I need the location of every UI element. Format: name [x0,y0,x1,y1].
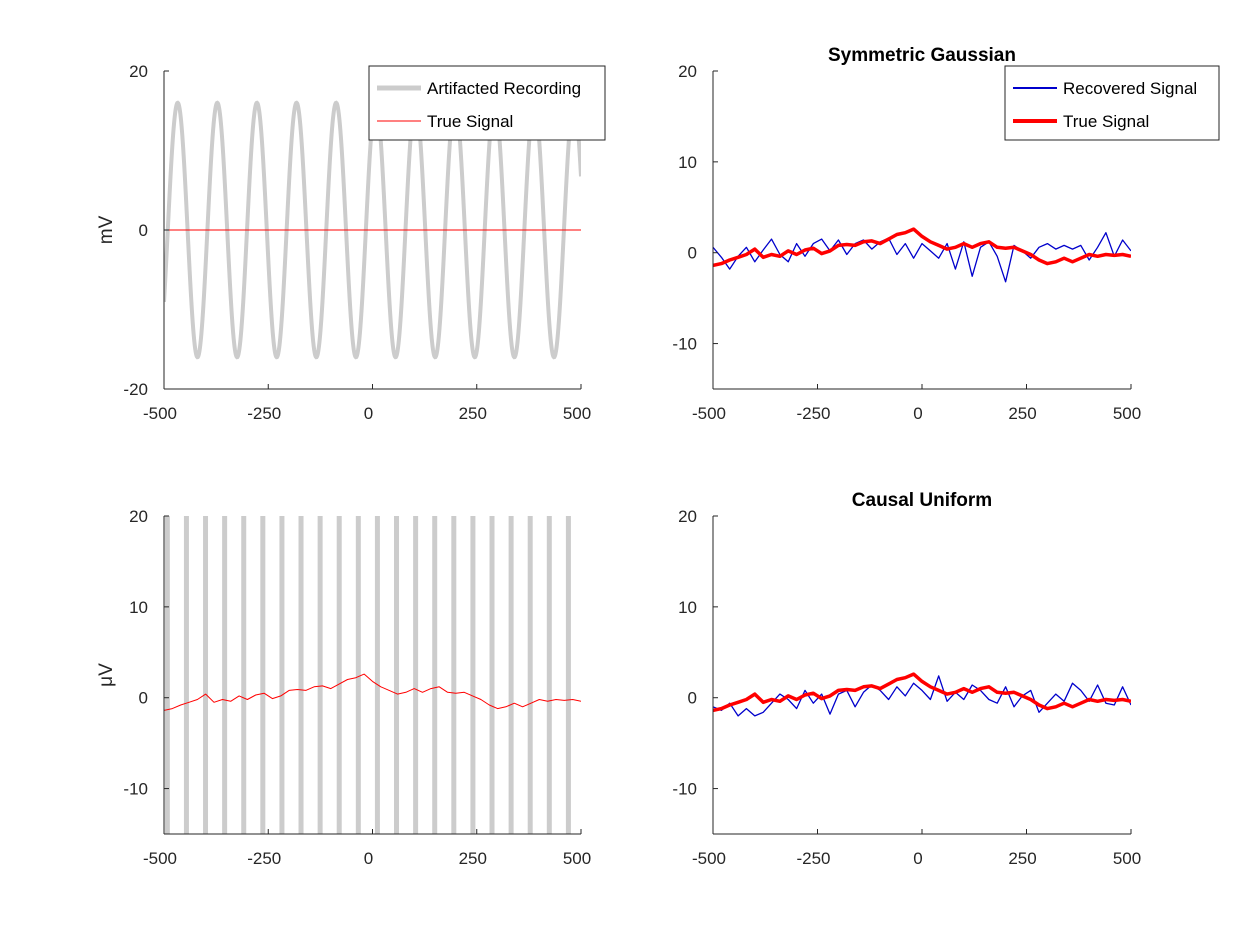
legend: Recovered Signal True Signal [1004,65,1220,141]
legend-label: True Signal [427,112,513,131]
panel-1: -500 -250 0 250 500 -20 0 20 mV Artifacted Record… [96,62,606,423]
legend-box [368,65,606,141]
legend-label: True Signal [1063,112,1149,131]
x-tick-label: -500 [692,404,726,423]
x-tick-label: -250 [247,849,281,868]
x-tick-label: 500 [563,849,591,868]
plot-area [713,227,1131,283]
spike-17 [489,516,495,834]
plot-area [164,516,581,834]
y-tick-label: -10 [672,780,697,799]
series-line-0 [713,232,1131,283]
spike-4 [241,516,247,834]
plot-area [713,672,1131,717]
spike-7 [298,516,304,834]
x-tick-label: -500 [143,849,177,868]
spike-14 [432,516,438,834]
series-line-1 [713,227,1131,268]
y-tick-label: 10 [129,598,148,617]
spike-13 [413,516,419,834]
spike-2 [203,516,209,834]
x-tick-label: -500 [692,849,726,868]
spike-0 [164,516,170,834]
x-tick-label: 0 [913,849,922,868]
y-axis-label: μV [96,663,117,687]
y-tick-label: 0 [139,689,148,708]
y-tick-label: 0 [688,689,697,708]
spike-15 [451,516,457,834]
x-tick-label: 0 [913,404,922,423]
spike-10 [355,516,361,834]
series-line-0 [713,675,1131,717]
y-tick-label: -20 [123,380,148,399]
spike-19 [527,516,533,834]
spike-6 [279,516,285,834]
x-tick-label: 0 [364,849,373,868]
y-tick-label: 20 [678,62,697,81]
y-tick-label: 20 [129,507,148,526]
spike-16 [470,516,476,834]
legend-label: Artifacted Recording [427,79,581,98]
x-tick-label: 250 [459,404,487,423]
y-tick-label: -10 [123,780,148,799]
spike-1 [183,516,189,834]
x-tick-label: -250 [796,849,830,868]
y-tick-label: 20 [129,62,148,81]
spike-8 [317,516,323,834]
y-axis-label: mV [96,215,117,244]
x-tick-label: 250 [459,849,487,868]
x-tick-label: 500 [1113,404,1141,423]
spike-18 [508,516,514,834]
legend: Artifacted Recording True Signal [368,65,606,141]
x-tick-label: 0 [364,404,373,423]
y-tick-label: 10 [678,598,697,617]
panel-3: -500 -250 0 250 500 -10 0 10 20 μV [96,507,591,868]
x-tick-label: -500 [143,404,177,423]
x-tick-label: 250 [1008,404,1036,423]
spike-9 [336,516,342,834]
panel-2: -500 -250 0 250 500 -10 0 10 20 Symmetric Gaussia… [672,45,1220,423]
spike-20 [546,516,552,834]
spike-11 [374,516,380,834]
panel-title: Symmetric Gaussian [828,45,1016,66]
x-tick-label: 500 [1113,849,1141,868]
spike-12 [394,516,400,834]
legend-label: Recovered Signal [1063,79,1197,98]
spike-3 [222,516,228,834]
series-line-1 [713,672,1131,713]
x-tick-label: -250 [247,404,281,423]
plot-area [164,100,581,360]
series-line-1 [164,673,581,711]
legend-box [1004,65,1220,141]
spike-21 [565,516,571,834]
y-tick-label: -10 [672,335,697,354]
x-tick-label: 250 [1008,849,1036,868]
y-tick-label: 10 [678,153,697,172]
y-tick-label: 0 [688,244,697,263]
y-tick-label: 0 [139,221,148,240]
y-tick-label: 20 [678,507,697,526]
spike-5 [260,516,266,834]
x-tick-label: -250 [796,404,830,423]
panel-title: Causal Uniform [852,490,992,511]
panel-4: -500 -250 0 250 500 -10 0 10 20 Causal Uniform [672,490,1141,868]
x-tick-label: 500 [563,404,591,423]
